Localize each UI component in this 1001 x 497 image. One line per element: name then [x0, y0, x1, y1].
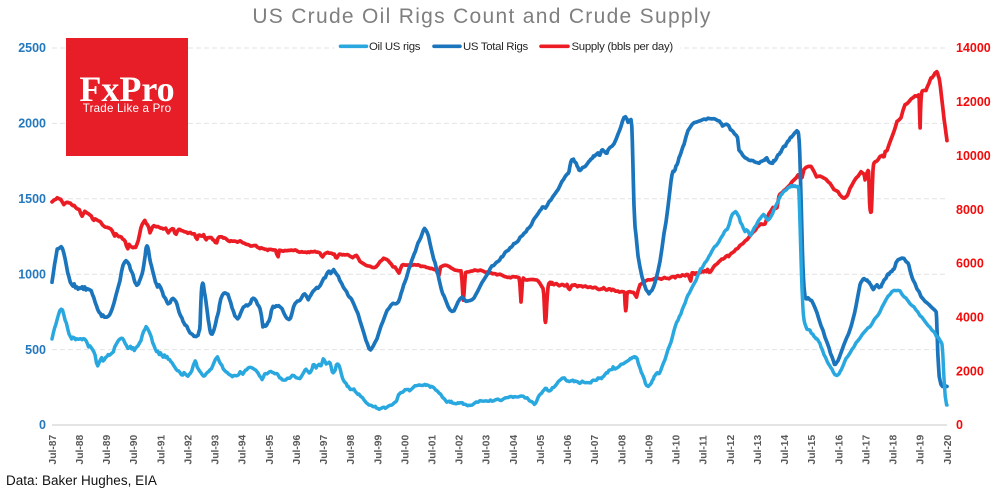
svg-text:4000: 4000	[956, 311, 984, 325]
svg-text:Jul-06: Jul-06	[563, 434, 574, 464]
svg-text:12000: 12000	[956, 95, 991, 109]
svg-text:Jul-87: Jul-87	[48, 434, 59, 464]
svg-text:Jul-97: Jul-97	[319, 434, 330, 464]
svg-text:Supply (bbls per day): Supply (bbls per day)	[572, 41, 674, 53]
svg-text:Jul-96: Jul-96	[292, 434, 303, 464]
svg-text:Jul-94: Jul-94	[238, 434, 249, 464]
svg-text:Jul-01: Jul-01	[427, 434, 438, 464]
svg-text:Jul-91: Jul-91	[156, 434, 167, 464]
svg-text:Jul-14: Jul-14	[780, 434, 791, 464]
svg-text:Jul-89: Jul-89	[102, 434, 113, 464]
svg-text:2000: 2000	[18, 117, 46, 131]
svg-text:Jul-17: Jul-17	[861, 434, 872, 464]
svg-text:Jul-13: Jul-13	[753, 434, 764, 464]
svg-text:8000: 8000	[956, 203, 984, 217]
svg-text:Jul-16: Jul-16	[834, 434, 845, 464]
svg-text:Jul-19: Jul-19	[916, 434, 927, 464]
svg-text:Jul-92: Jul-92	[183, 434, 194, 464]
svg-text:Jul-02: Jul-02	[455, 434, 466, 464]
svg-text:10000: 10000	[956, 149, 991, 163]
svg-text:Jul-18: Jul-18	[889, 434, 900, 464]
svg-text:2500: 2500	[18, 41, 46, 55]
svg-text:Jul-09: Jul-09	[644, 434, 655, 464]
svg-text:1000: 1000	[18, 267, 46, 281]
svg-text:Oil US rigs: Oil US rigs	[369, 41, 421, 53]
svg-text:Jul-95: Jul-95	[265, 434, 276, 464]
svg-text:Jul-98: Jul-98	[346, 434, 357, 464]
svg-text:500: 500	[25, 343, 46, 357]
svg-text:2000: 2000	[956, 364, 984, 378]
svg-text:Jul-07: Jul-07	[590, 434, 601, 464]
svg-text:1500: 1500	[18, 192, 46, 206]
svg-text:Jul-11: Jul-11	[699, 435, 710, 464]
svg-text:Jul-12: Jul-12	[726, 434, 737, 464]
svg-text:Jul-04: Jul-04	[509, 434, 520, 464]
svg-text:Jul-99: Jul-99	[373, 434, 384, 464]
svg-text:14000: 14000	[956, 41, 991, 55]
svg-text:0: 0	[39, 418, 46, 432]
svg-text:0: 0	[956, 418, 963, 432]
svg-text:Jul-08: Jul-08	[617, 434, 628, 464]
svg-text:Jul-88: Jul-88	[75, 434, 86, 464]
svg-text:Jul-05: Jul-05	[536, 434, 547, 464]
svg-text:Jul-00: Jul-00	[400, 434, 411, 464]
svg-text:Jul-15: Jul-15	[807, 434, 818, 464]
svg-text:Jul-10: Jul-10	[672, 434, 683, 464]
svg-text:6000: 6000	[956, 257, 984, 271]
svg-text:Jul-93: Jul-93	[211, 434, 222, 464]
svg-text:Jul-20: Jul-20	[943, 434, 954, 464]
svg-text:Jul-90: Jul-90	[129, 434, 140, 464]
svg-text:Jul-03: Jul-03	[482, 434, 493, 464]
svg-text:US Total Rigs: US Total Rigs	[463, 41, 528, 53]
